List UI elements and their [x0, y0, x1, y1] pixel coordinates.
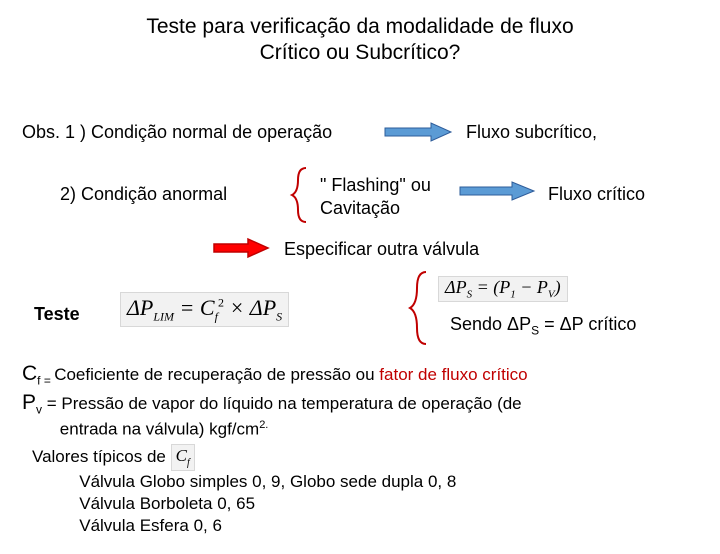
- pv-symbol: P: [22, 391, 36, 414]
- valv-esfera: Válvula Esfera 0, 6: [79, 516, 222, 535]
- obs1-text: Obs. 1 ) Condição normal de operação: [22, 122, 332, 143]
- pv-desc-2: entrada na válvula) kgf/cm: [60, 420, 259, 439]
- arrow-blue-1-icon: [383, 122, 453, 147]
- title-line2: Crítico ou Subcrítico?: [260, 41, 461, 64]
- cf-desc: Coeficiente de recuperação de pressão ou: [54, 365, 379, 384]
- valores-prefix: Valores típicos de: [32, 447, 171, 466]
- fluxo-subcritico-text: Fluxo subcrítico,: [466, 122, 597, 143]
- pv-desc-1: = Pressão de vapor do líquido na tempera…: [42, 394, 522, 413]
- valv-globo: Válvula Globo simples 0, 9, Globo sede d…: [79, 472, 456, 491]
- especificar-text: Especificar outra válvula: [284, 239, 479, 260]
- valores-block: Valores típicos de Cf Válvula Globo simp…: [32, 444, 456, 536]
- cf-symbol: C: [22, 362, 37, 385]
- title-line1: Teste para verificação da modalidade de …: [146, 15, 573, 38]
- pv-sup: 2.: [259, 419, 268, 431]
- cf-box: Cf: [171, 444, 195, 471]
- teste-label: Teste: [34, 304, 80, 325]
- cf-sub: f =: [37, 373, 54, 387]
- valv-borboleta: Válvula Borboleta 0, 65: [79, 494, 255, 513]
- definitions-block: Cf = Coeficiente de recuperação de press…: [22, 360, 702, 441]
- obs2-text: 2) Condição anormal: [60, 184, 227, 205]
- sendo-text: Sendo ΔPS = ΔP crítico: [450, 314, 636, 338]
- arrow-blue-2-icon: [458, 181, 536, 206]
- sendo-sub: S: [531, 324, 539, 338]
- slide-title: Teste para verificação da modalidade de …: [0, 14, 720, 67]
- flash-line2: Cavitação: [320, 198, 400, 218]
- equation-dps: ΔPS = (P1 − PV): [438, 276, 568, 302]
- sendo-prefix: Sendo ΔP: [450, 314, 531, 334]
- cf-red-text: fator de fluxo crítico: [379, 365, 527, 384]
- flash-line1: " Flashing" ou: [320, 175, 431, 195]
- flashing-text: " Flashing" ou Cavitação: [320, 174, 431, 219]
- equation-dplim: ΔPLIM = Cf2 × ΔPS: [120, 292, 289, 327]
- fluxo-critico-text: Fluxo crítico: [548, 184, 645, 205]
- brace-red-2-icon: [406, 270, 432, 351]
- brace-red-1-icon: [288, 166, 312, 229]
- arrow-red-icon: [212, 237, 270, 264]
- sendo-suffix: = ΔP crítico: [539, 314, 636, 334]
